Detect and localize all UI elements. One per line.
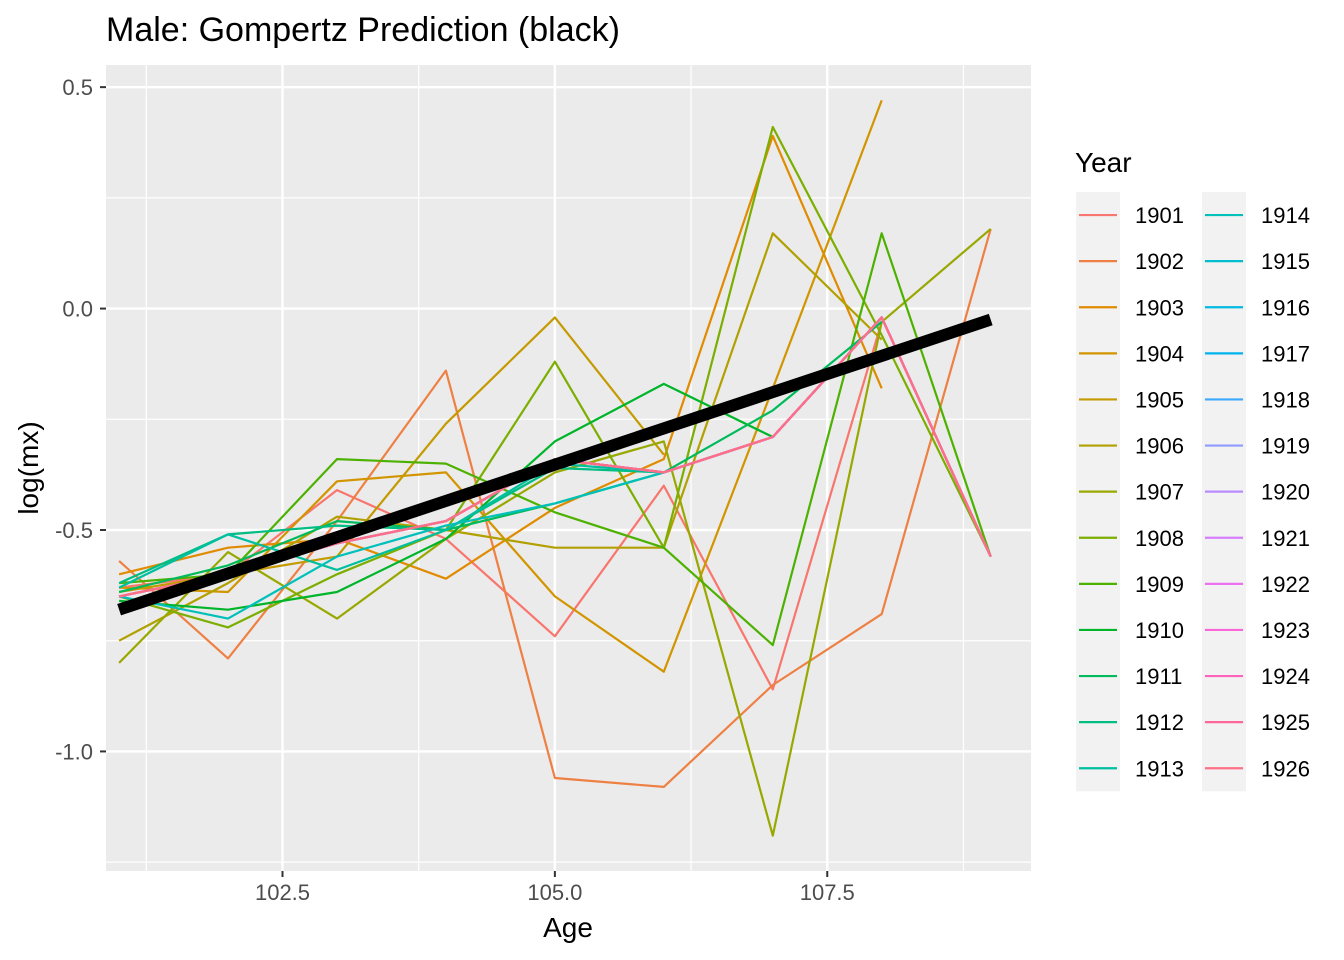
y-tick-label: -1.0	[55, 739, 93, 764]
legend-label-1907: 1907	[1135, 480, 1184, 505]
x-tick-label: 102.5	[255, 880, 310, 905]
legend-label-1916: 1916	[1261, 295, 1310, 320]
x-axis: 102.5 105.0 107.5	[255, 871, 855, 905]
y-tick-label: 0.0	[62, 297, 93, 322]
y-axis-title: log(mx)	[13, 421, 44, 514]
legend-label-1926: 1926	[1261, 756, 1310, 781]
series-line-1902	[118, 228, 992, 789]
legend-label-1914: 1914	[1261, 203, 1310, 228]
legend-label-1905: 1905	[1135, 387, 1184, 412]
legend-label-1923: 1923	[1261, 618, 1310, 643]
legend-title: Year	[1075, 147, 1132, 178]
series-line-1901	[118, 321, 883, 691]
legend-label-1919: 1919	[1261, 434, 1310, 459]
x-axis-title: Age	[543, 912, 593, 943]
legend-label-1910: 1910	[1135, 618, 1184, 643]
legend-label-1906: 1906	[1135, 434, 1184, 459]
legend-label-1904: 1904	[1135, 341, 1184, 366]
series-line-1903	[118, 134, 883, 580]
legend-label-1922: 1922	[1261, 572, 1310, 597]
legend-label-1924: 1924	[1261, 664, 1310, 689]
legend-label-1913: 1913	[1135, 756, 1184, 781]
gompertz-prediction	[117, 313, 993, 616]
legend-label-1915: 1915	[1261, 249, 1310, 274]
legend-label-1925: 1925	[1261, 710, 1310, 735]
prediction-line	[117, 313, 993, 616]
chart-title: Male: Gompertz Prediction (black)	[106, 11, 620, 49]
legend-label-1917: 1917	[1261, 341, 1310, 366]
y-tick-label: 0.5	[62, 75, 93, 100]
legend-label-1912: 1912	[1135, 710, 1184, 735]
series-line-1907	[118, 228, 992, 837]
x-tick-label: 105.0	[527, 880, 582, 905]
legend-label-1901: 1901	[1135, 203, 1184, 228]
legend-label-1908: 1908	[1135, 526, 1184, 551]
legend: Year 1901 1902 1903 1904 1905 1906 1907 1908 190…	[1075, 147, 1310, 792]
legend-label-1921: 1921	[1261, 526, 1310, 551]
legend-label-1903: 1903	[1135, 295, 1184, 320]
series-line-1910	[119, 382, 774, 611]
legend-label-1911: 1911	[1135, 664, 1182, 689]
legend-label-1918: 1918	[1261, 387, 1310, 412]
x-tick-label: 107.5	[800, 880, 855, 905]
series-lines	[118, 100, 992, 837]
series-line-1911	[118, 321, 883, 594]
legend-label-1902: 1902	[1135, 249, 1184, 274]
y-tick-label: -0.5	[55, 518, 93, 543]
y-axis: 0.5 0.0 -0.5 -1.0	[55, 75, 106, 764]
legend-label-1920: 1920	[1261, 480, 1310, 505]
legend-label-1909: 1909	[1135, 572, 1184, 597]
series-line-1908	[118, 125, 992, 629]
